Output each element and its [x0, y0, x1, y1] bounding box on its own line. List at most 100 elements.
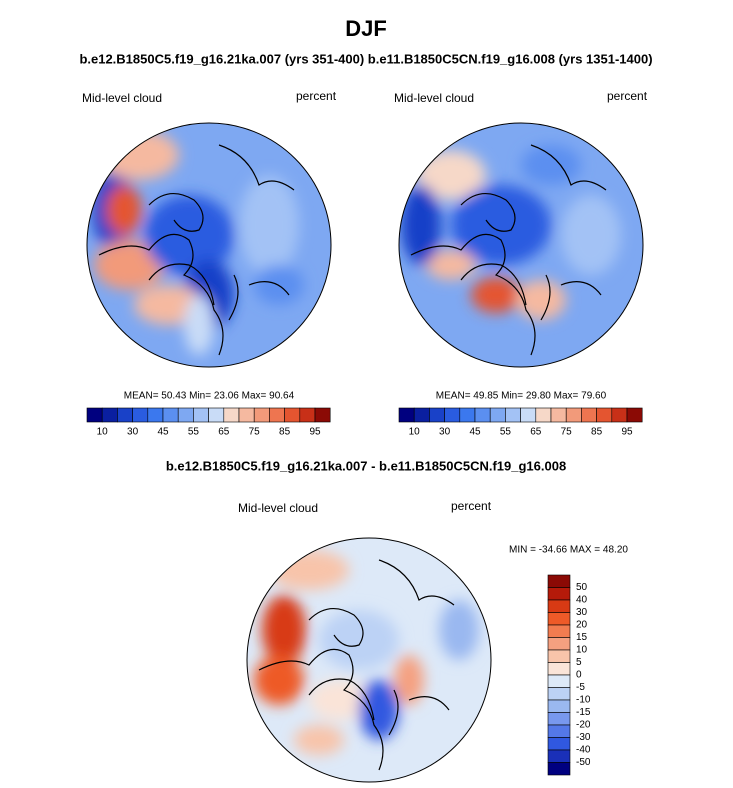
panel-label: Mid-level cloud [82, 91, 162, 105]
panel-label: Mid-level cloud [394, 91, 474, 105]
field-blob [294, 725, 344, 755]
panel-stats: MEAN= 49.85 Min= 29.80 Max= 79.60 [436, 391, 607, 402]
colorbar-box [581, 407, 597, 423]
colorbar-box [284, 407, 301, 423]
colorbar-box [547, 724, 571, 738]
colorbar-label: 0 [576, 670, 582, 681]
map-border [398, 122, 644, 368]
colorbar-label: 40 [576, 595, 588, 606]
colorbar-box [429, 407, 445, 423]
field-blob [426, 250, 476, 280]
panel-label: Mid-level cloud [238, 501, 318, 515]
panel-units: percent [451, 499, 492, 513]
field-blob [94, 240, 164, 290]
colorbar-label: 95 [309, 427, 321, 438]
subtitle: b.e12.B1850C5.f19_g16.21ka.007 (yrs 351-… [79, 51, 652, 66]
colorbar-label: 30 [576, 607, 588, 618]
colorbar-box [547, 762, 571, 776]
colorbar-box [253, 407, 270, 423]
colorbar-label: 45 [157, 427, 169, 438]
colorbar-label: 30 [439, 427, 451, 438]
colorbar-label: -30 [576, 732, 591, 743]
colorbar-label: 15 [576, 632, 588, 643]
field-blob [471, 277, 521, 313]
coastline [98, 144, 295, 356]
field-blob [451, 185, 551, 265]
colorbar-label: 20 [576, 620, 588, 631]
field-blob [359, 680, 399, 740]
field-blob [309, 680, 369, 720]
field-blob [521, 145, 581, 185]
map-field [401, 145, 621, 320]
colorbar-box [547, 649, 571, 663]
colorbar-box [474, 407, 491, 423]
colorbar-label: 75 [249, 427, 261, 438]
colorbar-box [611, 407, 628, 423]
colorbar-box [550, 407, 567, 423]
panel-units: percent [296, 89, 337, 103]
title: DJF [345, 16, 387, 41]
colorbar-box [86, 407, 103, 423]
colorbar-box [459, 407, 476, 423]
field-blob [561, 195, 621, 275]
colorbar-box [238, 407, 255, 423]
colorbar-label: -20 [576, 720, 591, 731]
field-blob [319, 610, 399, 670]
colorbar-box [547, 587, 571, 601]
colorbar-label: -5 [576, 682, 585, 693]
colorbar-label: 55 [500, 427, 512, 438]
colorbar-box [547, 674, 571, 688]
colorbars: 10 30 45 55 65 75 85 95 10 30 45 55 65 75 85 9550403020… [86, 407, 643, 776]
colorbar-box [626, 407, 643, 423]
colorbar-box [547, 599, 571, 613]
coastline [258, 559, 455, 771]
colorbar-box [520, 407, 537, 423]
colorbar-label: 85 [279, 427, 291, 438]
field-blob [416, 150, 486, 200]
colorbar-box [101, 407, 118, 423]
colorbar-box [547, 574, 571, 588]
field-blob [262, 595, 306, 665]
difference-stats: MIN = -34.66 MAX = 48.20 [509, 545, 628, 556]
colorbar-box [208, 407, 225, 423]
colorbar-box [547, 699, 571, 713]
colorbar-label: -10 [576, 695, 591, 706]
polar-map [247, 538, 491, 782]
polar-map [399, 123, 643, 367]
colorbar-box [314, 407, 331, 423]
field-blob [239, 175, 299, 275]
maps [86, 122, 644, 783]
field-blob [516, 280, 566, 320]
colorbar-label: 45 [469, 427, 481, 438]
colorbar-box [547, 612, 571, 626]
colorbar-box [177, 407, 194, 423]
colorbar-label: 10 [97, 427, 109, 438]
field-blob [144, 195, 234, 275]
map-border [86, 122, 332, 368]
field-blob [401, 185, 441, 265]
colorbar-box [444, 407, 461, 423]
colorbar-label: 10 [576, 645, 588, 656]
colorbar-label: 55 [188, 427, 200, 438]
colorbar-label: 5 [576, 657, 582, 668]
colorbar-box [223, 407, 240, 423]
colorbar-box [132, 407, 149, 423]
colorbar-box [162, 407, 179, 423]
colorbar-label: 85 [591, 427, 603, 438]
colorbar-label: 65 [530, 427, 542, 438]
field-blob [394, 655, 424, 705]
field-blob [269, 550, 349, 590]
colorbar-label: 65 [218, 427, 230, 438]
colorbar-box [535, 407, 552, 423]
coastline [410, 144, 607, 356]
colorbar-box [547, 687, 571, 701]
difference-title: b.e12.B1850C5.f19_g16.21ka.007 - b.e11.B… [166, 458, 566, 473]
colorbar-box [193, 407, 209, 423]
colorbar-label: -40 [576, 745, 591, 756]
colorbar-label: 75 [561, 427, 573, 438]
colorbar-box [565, 407, 582, 423]
colorbar-box [299, 407, 316, 423]
colorbar-box [269, 407, 285, 423]
colorbar-box [413, 407, 430, 423]
colorbar-box [505, 407, 521, 423]
